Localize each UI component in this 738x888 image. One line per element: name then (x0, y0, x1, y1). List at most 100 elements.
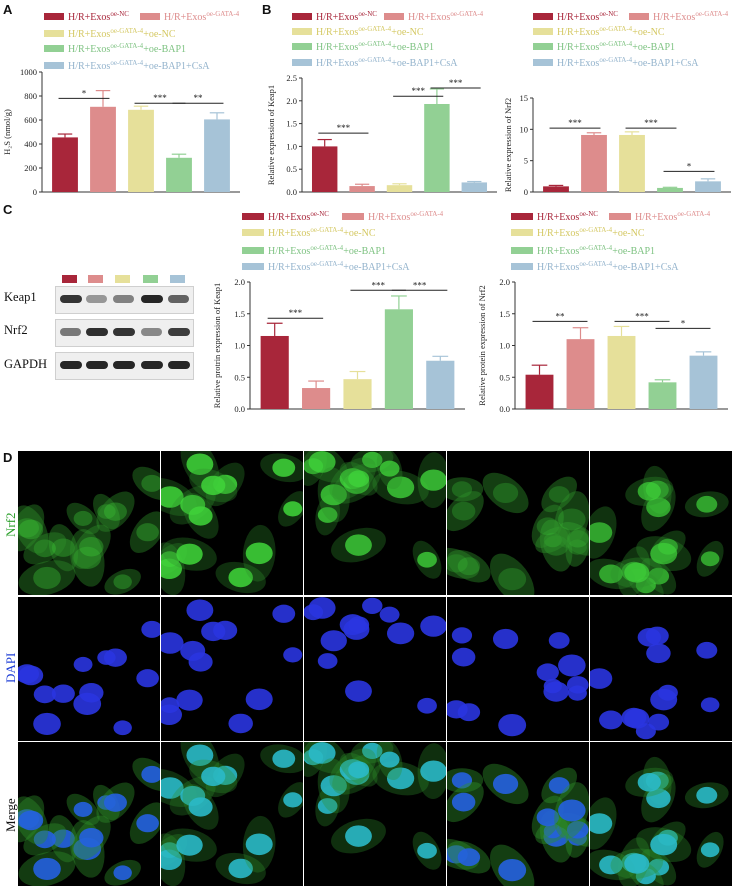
blot-label-nrf2: Nrf2 (4, 323, 28, 337)
cell-nucleus-11 (420, 469, 446, 491)
nrf2-protein-y-tick-label-1: 0.5 (499, 372, 510, 382)
nrf2-protein-legend-swatch-5 (511, 263, 533, 270)
h2s-legend-swatch-5 (44, 62, 64, 69)
cell-nucleus-7 (492, 482, 519, 504)
cell-nucleus-11 (161, 849, 182, 871)
cell-nucleus-6 (566, 676, 589, 694)
nrf2-protein-y-axis-label: Relative protein expression of Nrf2 (477, 285, 487, 405)
cell-nucleus-10 (599, 855, 623, 875)
keap1-mrna-legend-label-2: H/R+Exosoe-GATA-4 (408, 10, 484, 23)
chart-nrf2-protein: H/R+Exosoe-NC H/R+Exosoe-GATA-4 H/R+Exosoe… (477, 210, 728, 414)
cell-nucleus-8 (141, 765, 160, 783)
h2s-legend-label-1: H/R+Exosoe-NC (68, 10, 129, 23)
nrf2-mrna-legend-label-3: H/R+Exosoe-GATA-4+oe-NC (557, 25, 665, 38)
image-dapi-3 (304, 597, 446, 741)
h2s-bar-2 (90, 106, 116, 192)
lane-color-3 (115, 275, 130, 283)
cell-nucleus-2 (113, 720, 132, 736)
keap1-protein-y-tick-label-4: 2.0 (234, 277, 245, 287)
h2s-sig-label-1: * (82, 88, 87, 98)
cell-nucleus-13 (650, 833, 678, 856)
blot-band-keap1-1 (60, 295, 82, 303)
image-nrf2-1 (18, 451, 160, 595)
cell-nucleus-10 (348, 470, 370, 488)
keap1-mrna-y-tick-label-3: 1.5 (286, 119, 297, 129)
cell-nucleus-1 (161, 486, 184, 508)
lane-color-2 (88, 275, 103, 283)
cell-nucleus-11 (161, 558, 182, 580)
image-dapi-4 (447, 597, 589, 741)
cell-body-2 (539, 519, 573, 572)
blot-band-gapdh-3 (113, 361, 135, 369)
h2s-bar-1 (52, 137, 78, 192)
cell-nucleus-5 (498, 858, 527, 882)
keap1-protein-bar-2 (302, 388, 331, 409)
cell-nucleus-8 (141, 620, 160, 638)
cell-nucleus-1 (590, 813, 613, 834)
blot-label-keap1: Keap1 (4, 290, 37, 304)
nrf2-mrna-bar-3 (619, 134, 645, 192)
nrf2-mrna-legend-swatch-1 (533, 13, 553, 20)
cell-nucleus-1 (161, 777, 184, 799)
cell-nucleus-11 (558, 654, 586, 677)
keap1-mrna-legend-label-4: H/R+Exosoe-GATA-4+oe-BAP1 (316, 40, 434, 53)
cell-nucleus-11 (18, 810, 44, 831)
nrf2-mrna-sig-label-3: * (687, 161, 692, 171)
image-merge-3 (304, 742, 446, 886)
image-nrf2-2 (161, 451, 303, 595)
cell-body-4 (535, 526, 571, 554)
cell-nucleus-3 (696, 495, 718, 513)
keap1-mrna-bar-2 (349, 186, 375, 192)
cell-body-7 (482, 472, 529, 514)
blot-band-gapdh-1 (60, 361, 82, 369)
cell-nucleus-13 (103, 502, 127, 521)
blot-label-gapdh: GAPDH (4, 357, 48, 371)
cell-nucleus-13 (379, 751, 400, 768)
image-merge-5 (590, 742, 732, 886)
keap1-mrna-y-tick-label-4: 2.0 (286, 96, 297, 106)
image-merge-4 (447, 742, 589, 886)
cell-nucleus-6 (566, 821, 589, 839)
cell-nucleus-4 (543, 532, 562, 548)
nrf2-protein-legend-swatch-1 (511, 213, 533, 220)
cell-nucleus-7 (33, 857, 61, 880)
h2s-y-tick-label-0: 0 (33, 187, 37, 197)
chart-keap1-protein: H/R+Exosoe-NC H/R+Exosoe-GATA-4 H/R+Exosoe… (212, 210, 465, 414)
cell-nucleus-12 (79, 828, 104, 848)
cell-nucleus-2 (113, 865, 132, 881)
cell-nucleus-1 (590, 522, 613, 543)
cell-nucleus-3 (51, 684, 75, 703)
keap1-protein-y-tick-label-2: 1.0 (234, 341, 245, 351)
cell-nucleus-8 (637, 482, 661, 501)
cell-nucleus-10 (536, 663, 559, 682)
blot-band-nrf2-2 (86, 328, 108, 336)
nrf2-mrna-legend-label-2: H/R+Exosoe-GATA-4 (653, 10, 729, 23)
cell-nucleus-11 (558, 799, 586, 822)
cell-body-1 (447, 547, 480, 579)
nrf2-mrna-legend-swatch-5 (533, 59, 553, 66)
cell-body-3 (565, 527, 589, 567)
keap1-protein-bar-3 (343, 379, 372, 409)
nrf2-protein-legend-label-5: H/R+Exosoe-GATA-4+oe-BAP1+CsA (537, 260, 679, 273)
cell-nucleus-4 (543, 823, 562, 839)
nrf2-protein-bar-4 (648, 382, 677, 409)
keap1-protein-legend-label-2: H/R+Exosoe-GATA-4 (368, 210, 444, 223)
cell-nucleus-6 (283, 647, 303, 663)
cell-nucleus-12 (79, 537, 104, 557)
cell-nucleus-7 (646, 643, 671, 664)
keap1-mrna-legend-swatch-3 (292, 28, 312, 35)
keap1-mrna-legend-swatch-5 (292, 59, 312, 66)
image-nrf2-5 (590, 451, 732, 595)
keap1-mrna-bar-5 (461, 182, 488, 192)
keap1-protein-legend-swatch-4 (242, 247, 264, 254)
cell-nucleus-12 (624, 562, 650, 583)
cell-nucleus-9 (548, 486, 570, 503)
cell-nucleus-9 (73, 656, 93, 672)
h2s-legend-label-3: H/R+Exosoe-GATA-4+oe-NC (68, 27, 176, 40)
cell-nucleus-9 (548, 632, 570, 649)
keap1-protein-legend-label-5: H/R+Exosoe-GATA-4+oe-BAP1+CsA (268, 260, 410, 273)
nrf2-mrna-bar-2 (581, 134, 607, 192)
blot-band-keap1-4 (141, 295, 163, 303)
keap1-mrna-legend-swatch-1 (292, 13, 312, 20)
cell-nucleus-4 (543, 678, 562, 694)
